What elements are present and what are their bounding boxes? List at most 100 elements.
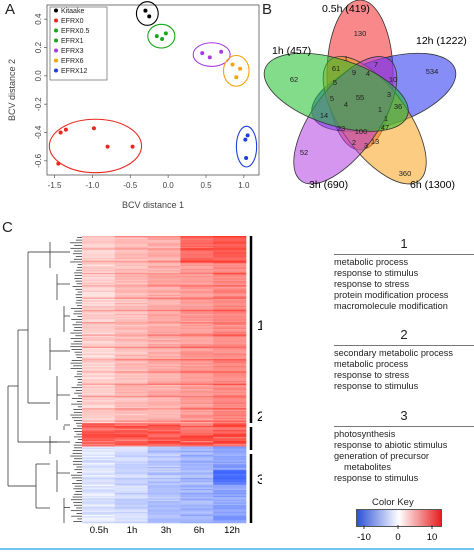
heatmap-cell bbox=[213, 466, 247, 469]
heatmap-cell bbox=[114, 446, 148, 449]
heatmap-cell bbox=[114, 458, 148, 461]
heatmap-cell bbox=[114, 378, 148, 380]
heatmap-cell bbox=[213, 431, 247, 434]
legend-marker bbox=[54, 58, 58, 63]
heatmap-cell bbox=[213, 509, 247, 511]
venn-count: 360 bbox=[399, 169, 412, 178]
heatmap-cell bbox=[180, 285, 214, 287]
heatmap-cell bbox=[82, 379, 116, 382]
legend-marker bbox=[54, 68, 58, 73]
heatmap-cell bbox=[114, 343, 148, 346]
heatmap-cell bbox=[147, 376, 181, 379]
heatmap-cell bbox=[213, 461, 247, 464]
heatmap-cell bbox=[114, 361, 148, 364]
heatmap-cell bbox=[147, 294, 181, 297]
heatmap-cell bbox=[213, 410, 247, 413]
heatmap-cell bbox=[114, 323, 148, 326]
go-term: macromolecule modification bbox=[334, 301, 448, 312]
heatmap-cell bbox=[147, 290, 181, 293]
heatmap-cell bbox=[147, 398, 181, 401]
heatmap-cell bbox=[147, 319, 181, 322]
heatmap-cell bbox=[114, 353, 148, 356]
heatmap-cell bbox=[180, 372, 214, 375]
heatmap-cell bbox=[180, 449, 214, 451]
heatmap-cell bbox=[82, 368, 116, 371]
heatmap-cell bbox=[180, 369, 214, 372]
heatmap-cell bbox=[147, 281, 181, 283]
heatmap-cell bbox=[82, 289, 116, 291]
color-key-tick: 0 bbox=[395, 532, 400, 543]
heatmap-cell bbox=[147, 263, 181, 265]
heatmap-cell bbox=[147, 445, 181, 447]
heatmap-cell bbox=[180, 259, 214, 261]
heatmap-cell bbox=[114, 502, 148, 505]
heatmap-cell bbox=[213, 484, 247, 487]
heatmap-cell bbox=[82, 428, 116, 431]
heatmap-cell bbox=[114, 322, 148, 324]
heatmap-cell bbox=[114, 341, 148, 343]
heatmap-cell bbox=[213, 391, 247, 394]
heatmap-cell bbox=[147, 443, 181, 446]
heatmap-cell bbox=[147, 512, 181, 514]
expression-heatmap: 1 2 3 0.5h 1h 3h 6h 12h bbox=[7, 236, 262, 536]
heatmap-cell bbox=[180, 333, 214, 335]
heatmap-cell bbox=[82, 518, 116, 521]
heatmap-cell bbox=[147, 391, 181, 394]
heatmap-cell bbox=[82, 390, 116, 393]
venn-count: 23 bbox=[337, 124, 345, 133]
heatmap-cell bbox=[147, 490, 181, 492]
heatmap-cell bbox=[147, 477, 181, 480]
heatmap-cell bbox=[180, 241, 214, 244]
heatmap-cell bbox=[147, 410, 181, 413]
heatmap-cell bbox=[114, 419, 148, 421]
heatmap-cell bbox=[213, 240, 247, 242]
heatmap-cell bbox=[114, 296, 148, 298]
heatmap-cell bbox=[213, 297, 247, 300]
heatmap-cell bbox=[114, 278, 148, 281]
heatmap-cell bbox=[114, 242, 148, 245]
heatmap-cell bbox=[180, 304, 214, 306]
group-ellipse bbox=[147, 23, 176, 49]
heatmap-cell bbox=[147, 308, 181, 311]
heatmap-cell bbox=[82, 476, 116, 479]
heatmap-cell bbox=[114, 505, 148, 507]
color-key-gradient bbox=[356, 509, 442, 527]
heatmap-cell bbox=[114, 513, 148, 516]
heatmap-cell bbox=[147, 379, 181, 382]
heatmap-cell bbox=[82, 267, 116, 270]
heatmap-cell bbox=[147, 328, 181, 331]
venn-count: 534 bbox=[426, 67, 439, 76]
heatmap-cell bbox=[114, 255, 148, 257]
heatmap-cell bbox=[147, 401, 181, 404]
cluster-2-title: 2 bbox=[400, 327, 408, 342]
heatmap-cell bbox=[180, 386, 214, 388]
heatmap-cell bbox=[180, 298, 214, 301]
heatmap-cell bbox=[114, 451, 148, 454]
heatmap-cell bbox=[114, 246, 148, 249]
heatmap-cell bbox=[180, 255, 214, 257]
data-point bbox=[160, 37, 165, 41]
heatmap-cell bbox=[180, 294, 214, 297]
heatmap-cell bbox=[213, 253, 247, 256]
heatmap-cell bbox=[114, 328, 148, 331]
heatmap-cell bbox=[114, 327, 148, 330]
heatmap-cell bbox=[114, 326, 148, 328]
timepoint-label: 1h bbox=[127, 525, 138, 536]
heatmap-cell bbox=[180, 483, 214, 486]
heatmap-cell bbox=[147, 283, 181, 286]
heatmap-cell bbox=[180, 256, 214, 259]
heatmap-cell bbox=[213, 322, 247, 324]
heatmap-cell bbox=[82, 497, 116, 499]
heatmap-cell bbox=[114, 384, 148, 387]
heatmap-cell bbox=[82, 301, 116, 304]
venn-set-label-0.5h: 0.5h (419) bbox=[322, 3, 370, 15]
data-point bbox=[230, 62, 235, 67]
color-key-tick: 10 bbox=[427, 532, 438, 543]
heatmap-cell bbox=[82, 468, 116, 470]
heatmap-cell bbox=[180, 292, 214, 294]
heatmap-cell bbox=[213, 308, 247, 311]
heatmap-cell bbox=[213, 300, 247, 302]
heatmap-cell bbox=[82, 270, 116, 272]
heatmap-cell bbox=[147, 431, 181, 434]
heatmap-cell bbox=[180, 499, 214, 502]
